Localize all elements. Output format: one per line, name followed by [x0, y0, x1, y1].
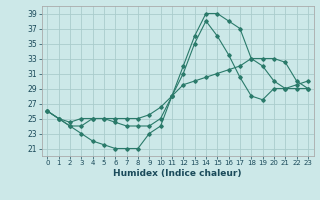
- X-axis label: Humidex (Indice chaleur): Humidex (Indice chaleur): [113, 169, 242, 178]
